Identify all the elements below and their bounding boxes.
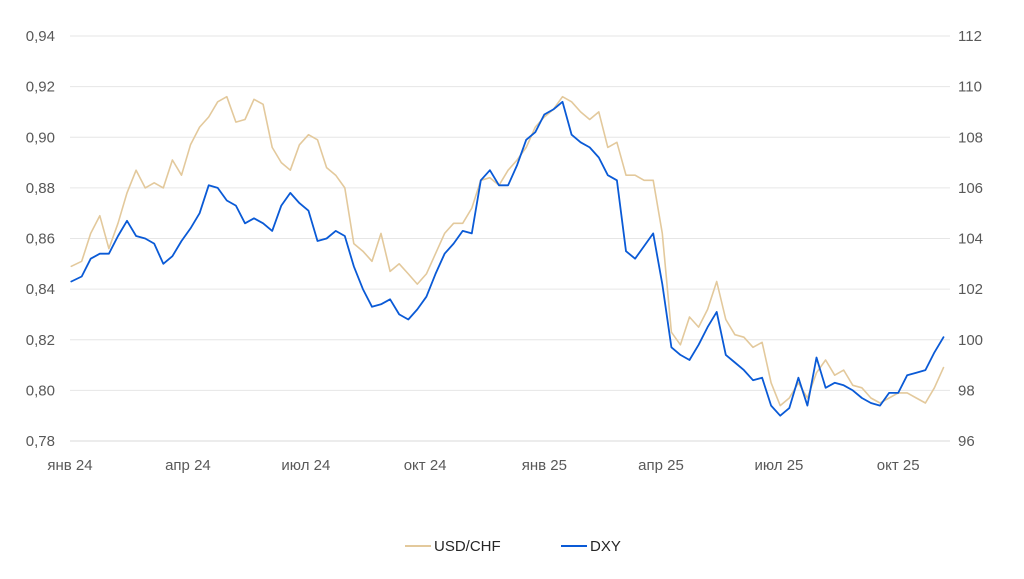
y-right-tick-label: 108: [958, 129, 983, 146]
right-y-axis: 96 98 100 102 104 106 108 110 112: [958, 28, 983, 450]
y-left-tick-label: 0,78: [26, 433, 55, 450]
legend-label-usdchf: USD/CHF: [434, 538, 501, 555]
y-right-tick-label: 102: [958, 281, 983, 298]
y-left-tick-label: 0,84: [26, 281, 55, 298]
y-left-tick-label: 0,92: [26, 79, 55, 96]
legend: USD/CHF DXY: [405, 538, 621, 555]
y-left-tick-label: 0,88: [26, 180, 55, 197]
series-layer: [70, 95, 945, 417]
y-right-tick-label: 112: [958, 28, 982, 45]
y-right-tick-label: 98: [958, 382, 975, 399]
y-left-tick-label: 0,94: [26, 28, 55, 45]
y-right-tick-label: 110: [958, 79, 982, 96]
legend-label-dxy: DXY: [590, 538, 621, 555]
series-line-usdchf: [70, 95, 945, 407]
y-right-tick-label: 96: [958, 433, 975, 450]
y-right-tick-label: 100: [958, 332, 983, 349]
left-y-axis: 0,78 0,80 0,82 0,84 0,86 0,88 0,90 0,92 0,94: [26, 28, 55, 450]
y-left-tick-label: 0,80: [26, 382, 55, 399]
x-tick-label: апр 25: [638, 457, 684, 474]
x-tick-label: окт 25: [877, 457, 920, 474]
y-left-tick-label: 0,86: [26, 231, 55, 248]
x-tick-label: июл 25: [754, 457, 803, 474]
legend-item-dxy: DXY: [561, 538, 621, 555]
y-left-tick-label: 0,90: [26, 129, 55, 146]
x-axis: янв 24 апр 24 июл 24 окт 24 янв 25 апр 25 июл …: [47, 457, 919, 474]
y-right-tick-label: 104: [958, 231, 983, 248]
x-tick-label: янв 25: [522, 457, 567, 474]
x-tick-label: янв 24: [47, 457, 92, 474]
legend-item-usdchf: USD/CHF: [405, 538, 501, 555]
y-left-tick-label: 0,82: [26, 332, 55, 349]
series-line-dxy: [70, 100, 945, 417]
y-right-tick-label: 106: [958, 180, 983, 197]
x-tick-label: июл 24: [281, 457, 330, 474]
x-tick-label: апр 24: [165, 457, 211, 474]
grid-lines: [70, 35, 950, 442]
x-tick-label: окт 24: [404, 457, 447, 474]
